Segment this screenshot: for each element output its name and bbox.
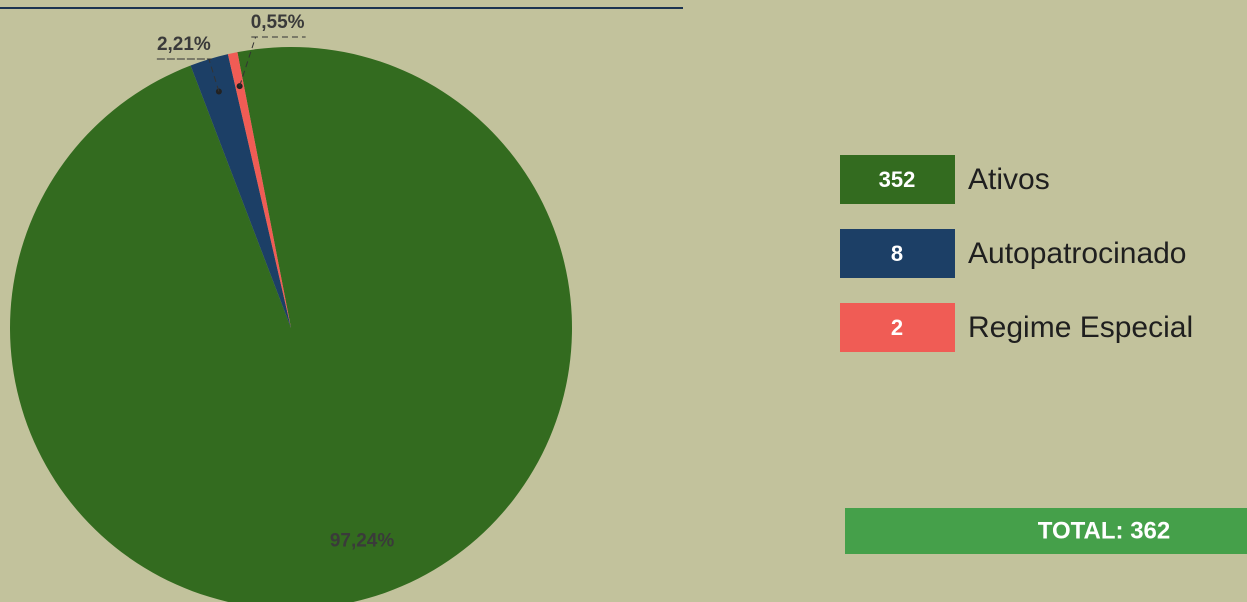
legend-label: Regime Especial <box>968 311 1193 344</box>
total-bar <box>845 508 1247 554</box>
legend-swatch <box>840 303 955 352</box>
slice-label: 2,21% <box>157 34 211 55</box>
leader-line <box>155 58 220 92</box>
legend-swatch <box>840 229 955 278</box>
pie-slice <box>227 52 291 329</box>
legend-label: Ativos <box>968 163 1050 196</box>
legend-swatch <box>840 155 955 204</box>
legend-count: 8 <box>891 241 903 266</box>
pie-slice <box>10 47 572 602</box>
pie-slice <box>190 54 291 328</box>
total-label: TOTAL: 362 <box>1038 517 1170 544</box>
slice-label: 0,55% <box>251 12 305 33</box>
legend-label: Autopatrocinado <box>968 237 1187 270</box>
legend-count: 2 <box>891 315 903 340</box>
legend-count: 352 <box>879 167 916 192</box>
leader-line <box>239 36 306 87</box>
slice-label: 97,24% <box>330 530 395 551</box>
